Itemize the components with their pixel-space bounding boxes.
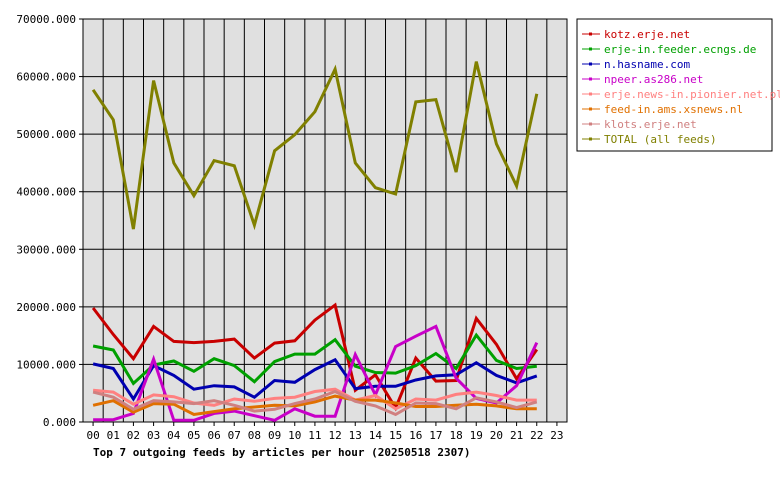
y-tick-label: 0.000 bbox=[43, 416, 76, 429]
legend-entry: erje-in.feeder.ecngs.de bbox=[604, 43, 756, 56]
x-tick-label: 07 bbox=[228, 429, 241, 442]
legend-marker bbox=[589, 32, 592, 36]
x-tick-label: 23 bbox=[550, 429, 563, 442]
y-tick-label: 70000.000 bbox=[16, 13, 76, 26]
x-tick-label: 21 bbox=[510, 429, 523, 442]
legend-marker bbox=[589, 47, 592, 51]
legend-entry: erje.news-in.pionier.net.pl bbox=[604, 88, 780, 101]
y-tick-label: 40000.000 bbox=[16, 186, 76, 199]
x-tick-label: 06 bbox=[207, 429, 220, 442]
legend-marker bbox=[589, 137, 592, 141]
legend-entry: feed-in.ams.xsnews.nl bbox=[604, 103, 743, 116]
x-tick-label: 13 bbox=[349, 429, 362, 442]
legend-box bbox=[576, 18, 773, 152]
chart-title: Top 7 outgoing feeds by articles per hou… bbox=[93, 446, 471, 459]
legend: kotz.erje.net erje-in.feeder.ecngs.de n.ha… bbox=[576, 18, 780, 152]
y-tick-label: 20000.000 bbox=[16, 301, 76, 314]
series-lines bbox=[91, 61, 539, 422]
legend-marker bbox=[589, 62, 592, 66]
y-tick-label: 60000.000 bbox=[16, 71, 76, 84]
x-tick-label: 03 bbox=[147, 429, 160, 442]
series-line-1 bbox=[92, 332, 537, 386]
legend-marker bbox=[589, 77, 592, 81]
x-tick-label: 11 bbox=[308, 429, 321, 442]
legend-marker bbox=[589, 122, 592, 126]
x-tick-label: 16 bbox=[409, 429, 422, 442]
x-tick-label: 00 bbox=[86, 429, 99, 442]
x-tick-label: 20 bbox=[490, 429, 503, 442]
series-line-7 bbox=[91, 61, 539, 231]
y-axis: 0.000 10000.000 20000.000 30000.000 40000.00… bbox=[16, 13, 83, 429]
x-tick-label: 02 bbox=[127, 429, 140, 442]
x-tick-label: 18 bbox=[449, 429, 462, 442]
x-tick-label: 08 bbox=[248, 429, 261, 442]
legend-entry: n.hasname.com bbox=[604, 58, 690, 71]
x-tick-label: 01 bbox=[107, 429, 120, 442]
series-line-6 bbox=[92, 389, 538, 417]
legend-entry: kotz.erje.net bbox=[604, 28, 690, 41]
series-line-3 bbox=[93, 324, 539, 422]
legend-entry: TOTAL (all feeds) bbox=[604, 133, 717, 146]
grid-lines bbox=[83, 19, 567, 422]
legend-marker bbox=[589, 107, 592, 111]
x-tick-label: 04 bbox=[167, 429, 181, 442]
x-tick-label: 19 bbox=[470, 429, 483, 442]
y-tick-label: 50000.000 bbox=[16, 128, 76, 141]
y-tick-label: 30000.000 bbox=[16, 243, 76, 256]
x-tick-label: 14 bbox=[369, 429, 383, 442]
series-line-2 bbox=[92, 357, 538, 402]
x-tick-label: 05 bbox=[187, 429, 200, 442]
y-tick-label: 10000.000 bbox=[16, 358, 76, 371]
x-tick-label: 22 bbox=[530, 429, 543, 442]
x-tick-label: 10 bbox=[288, 429, 301, 442]
series-line-4 bbox=[92, 387, 537, 411]
x-tick-label: 09 bbox=[268, 429, 281, 442]
x-axis: 00 01 02 03 04 05 06 07 08 09 10 11 12 13 14 15 16 17 18 19… bbox=[86, 422, 564, 442]
legend-marker bbox=[589, 92, 592, 96]
x-tick-label: 15 bbox=[389, 429, 402, 442]
legend-entry: npeer.as286.net bbox=[604, 73, 703, 86]
x-tick-label: 12 bbox=[328, 429, 341, 442]
legend-entry: klots.erje.net bbox=[604, 118, 697, 131]
x-tick-label: 17 bbox=[429, 429, 442, 442]
